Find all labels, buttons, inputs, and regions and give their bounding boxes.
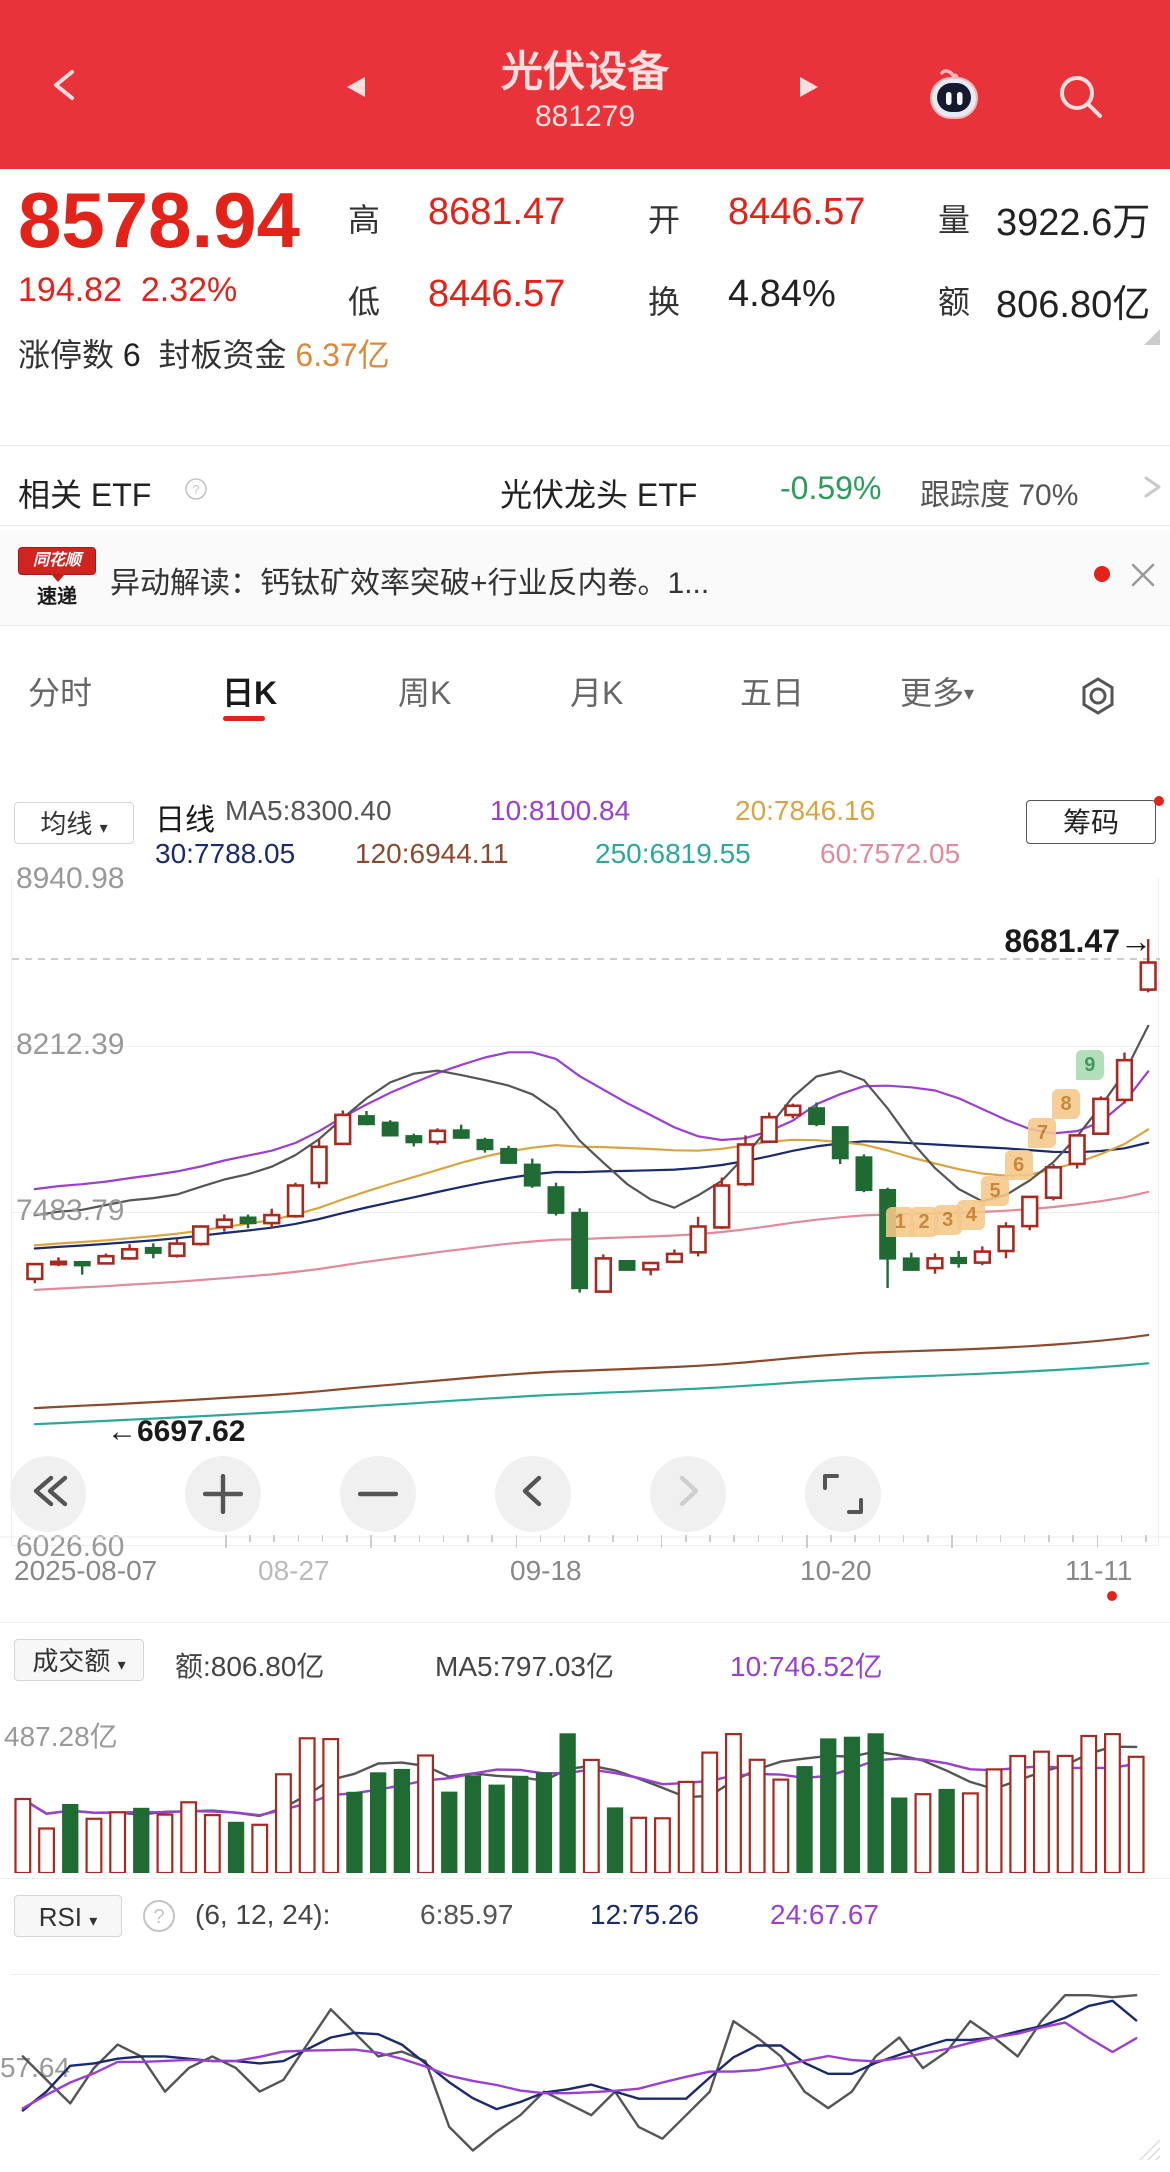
svg-text:?: ?: [153, 1906, 164, 1928]
svg-text:?: ?: [192, 482, 199, 497]
